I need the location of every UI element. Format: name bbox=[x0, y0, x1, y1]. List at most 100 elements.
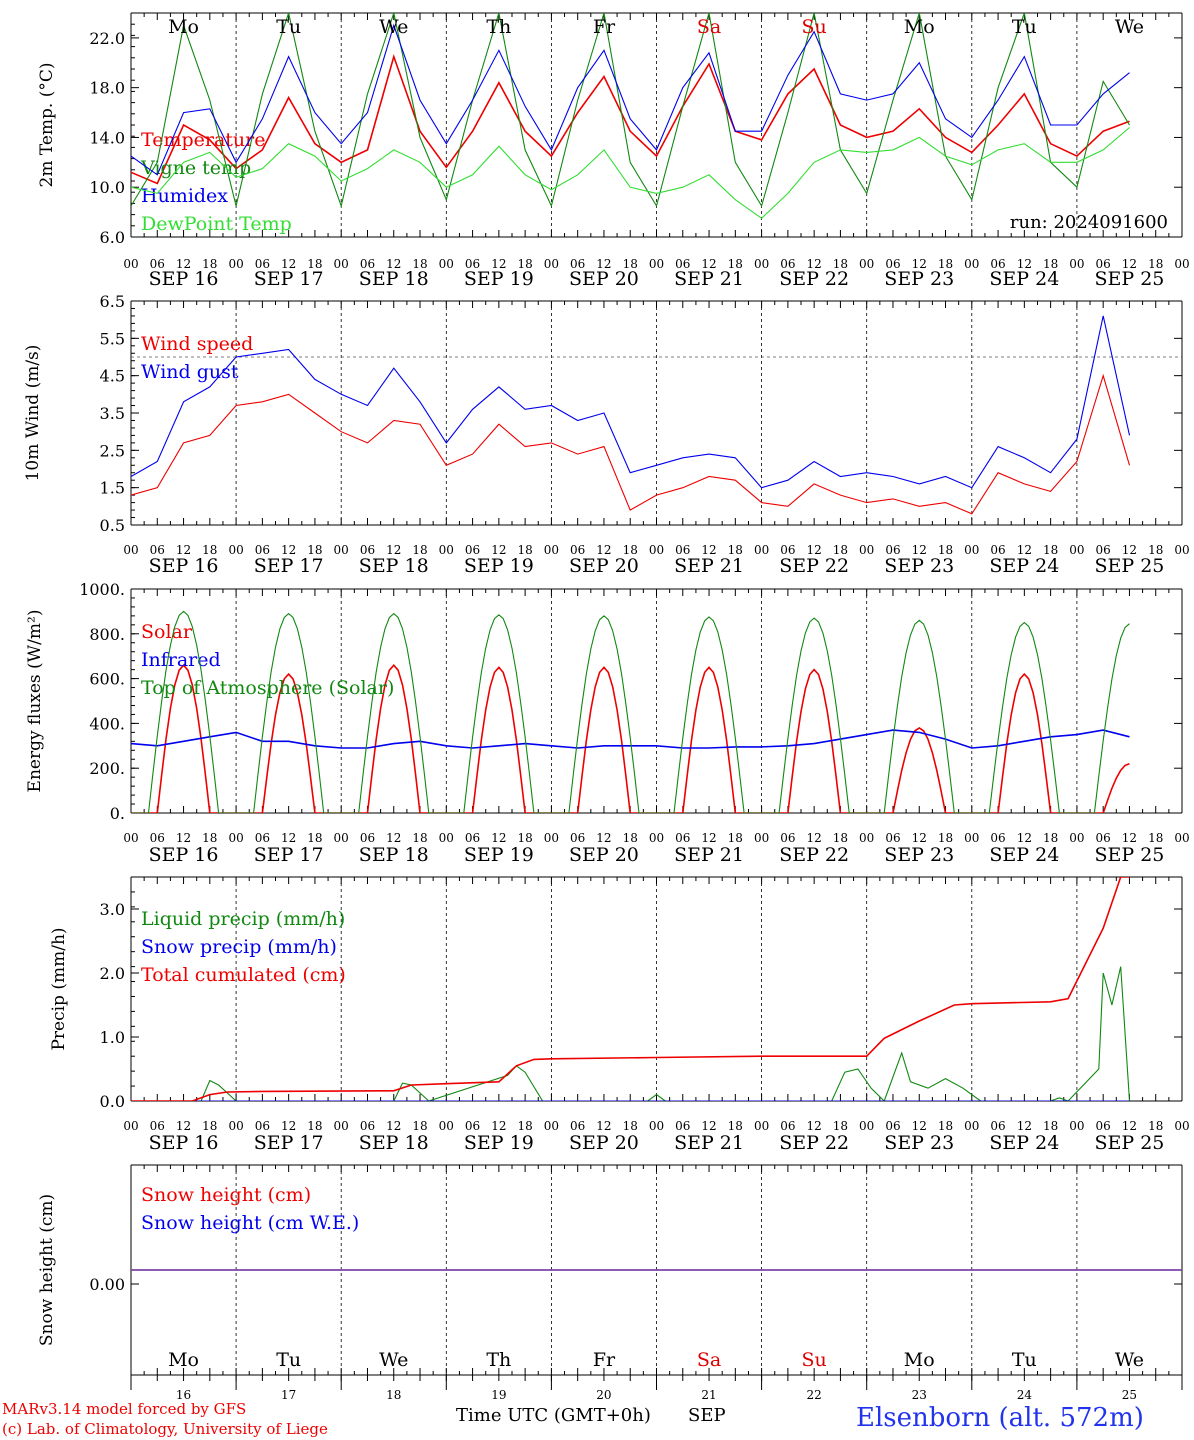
hour-tick-label: 18 bbox=[202, 1119, 217, 1133]
hour-tick-label: 06 bbox=[570, 543, 585, 557]
hour-tick-label: 06 bbox=[780, 831, 795, 845]
day-name-bottom: Sa bbox=[697, 1349, 721, 1371]
hour-tick-label: 12 bbox=[1122, 831, 1137, 845]
date-label: SEP 22 bbox=[779, 268, 849, 290]
x-axis-label: Time UTC (GMT+0h) bbox=[456, 1405, 651, 1426]
hour-tick-label: 06 bbox=[1096, 831, 1111, 845]
hour-tick-label: 00 bbox=[228, 257, 243, 271]
day-name-bottom: Mo bbox=[904, 1349, 935, 1371]
hour-tick-label: 06 bbox=[150, 543, 165, 557]
hour-tick-label: 18 bbox=[938, 543, 953, 557]
hour-tick-label: 00 bbox=[544, 1119, 559, 1133]
hour-tick-label: 18 bbox=[202, 831, 217, 845]
y-tick-label: 1.5 bbox=[100, 479, 125, 498]
date-label: SEP 24 bbox=[989, 555, 1059, 577]
date-label: SEP 18 bbox=[359, 268, 429, 290]
day-number: 16 bbox=[176, 1388, 191, 1402]
hour-tick-label: 06 bbox=[675, 831, 690, 845]
hour-tick-label: 12 bbox=[176, 543, 191, 557]
day-number: 18 bbox=[386, 1388, 401, 1402]
day-number: 23 bbox=[912, 1388, 927, 1402]
day-name-bottom: Su bbox=[802, 1349, 827, 1371]
hour-tick-label: 00 bbox=[228, 831, 243, 845]
hour-tick-label: 18 bbox=[938, 1119, 953, 1133]
hour-tick-label: 12 bbox=[807, 831, 822, 845]
date-label: SEP 17 bbox=[254, 1132, 324, 1154]
hour-tick-label: 12 bbox=[281, 257, 296, 271]
hour-tick-label: 18 bbox=[833, 257, 848, 271]
hour-tick-label: 00 bbox=[1069, 831, 1084, 845]
y-tick-label: 4.5 bbox=[100, 367, 125, 386]
hour-tick-label: 18 bbox=[202, 257, 217, 271]
day-name-bottom: We bbox=[379, 1349, 408, 1371]
y-axis-label: Snow height (cm) bbox=[37, 1194, 57, 1346]
hour-tick-label: 18 bbox=[307, 1119, 322, 1133]
hour-tick-label: 06 bbox=[570, 1119, 585, 1133]
day-name-top: We bbox=[1115, 16, 1144, 38]
hour-tick-label: 12 bbox=[491, 831, 506, 845]
hour-tick-label: 06 bbox=[885, 831, 900, 845]
hour-tick-label: 06 bbox=[1096, 1119, 1111, 1133]
hour-tick-label: 00 bbox=[334, 1119, 349, 1133]
hour-tick-label: 00 bbox=[649, 257, 664, 271]
hour-tick-label: 12 bbox=[912, 543, 927, 557]
date-label: SEP 22 bbox=[779, 844, 849, 866]
hour-tick-label: 06 bbox=[885, 257, 900, 271]
footer-model: MARv3.14 model forced by GFS bbox=[2, 1400, 247, 1418]
series-line bbox=[131, 729, 1130, 749]
hour-tick-label: 18 bbox=[307, 831, 322, 845]
hour-tick-label: 18 bbox=[1148, 1119, 1163, 1133]
hour-tick-label: 12 bbox=[596, 543, 611, 557]
y-tick-label: 1.0 bbox=[100, 1028, 125, 1047]
hour-tick-label: 18 bbox=[623, 257, 638, 271]
day-name-top: Th bbox=[486, 16, 511, 38]
hour-tick-label: 12 bbox=[807, 1119, 822, 1133]
y-tick-label: 2.5 bbox=[100, 441, 125, 460]
hour-tick-label: 00 bbox=[1174, 831, 1189, 845]
day-name-top: Fr bbox=[593, 16, 616, 38]
hour-tick-label: 12 bbox=[1017, 1119, 1032, 1133]
hour-tick-label: 00 bbox=[754, 543, 769, 557]
hour-tick-label: 18 bbox=[833, 1119, 848, 1133]
date-label: SEP 17 bbox=[254, 555, 324, 577]
date-label: SEP 25 bbox=[1095, 1132, 1165, 1154]
hour-tick-label: 18 bbox=[623, 831, 638, 845]
date-label: SEP 22 bbox=[779, 555, 849, 577]
y-tick-label: 400. bbox=[89, 714, 125, 733]
hour-tick-label: 06 bbox=[570, 831, 585, 845]
footer-lab: (c) Lab. of Climatology, University of L… bbox=[2, 1420, 328, 1438]
hour-tick-label: 06 bbox=[990, 831, 1005, 845]
legend-entry: Snow height (cm W.E.) bbox=[141, 1212, 359, 1234]
hour-tick-label: 06 bbox=[465, 543, 480, 557]
legend-entry: Vigne temp bbox=[140, 157, 251, 179]
panel-snow: 0.00 Snow height (cm) Snow height (cm) Snow… bbox=[37, 1164, 1183, 1376]
y-axis-label: Precip (mm/h) bbox=[49, 927, 69, 1050]
day-number: 21 bbox=[701, 1388, 716, 1402]
hour-tick-label: 00 bbox=[1069, 257, 1084, 271]
day-number: 19 bbox=[491, 1388, 506, 1402]
panel-wind: 0.5 1.5 2.5 3.5 4.5 5.5 6.5 10m Wind (m/s) 00 06 1… bbox=[23, 292, 1190, 577]
hour-tick-label: 18 bbox=[307, 543, 322, 557]
date-label: SEP 18 bbox=[359, 844, 429, 866]
hour-tick-label: 12 bbox=[912, 257, 927, 271]
hour-tick-label: 18 bbox=[202, 543, 217, 557]
hour-tick-label: 00 bbox=[123, 831, 138, 845]
legend-entry: Snow precip (mm/h) bbox=[141, 936, 337, 958]
series-line bbox=[131, 127, 1130, 220]
hour-tick-label: 06 bbox=[675, 543, 690, 557]
hour-tick-label: 00 bbox=[228, 543, 243, 557]
hour-tick-label: 06 bbox=[885, 543, 900, 557]
date-label: SEP 19 bbox=[464, 268, 534, 290]
hour-tick-label: 18 bbox=[517, 831, 532, 845]
day-name-top: Su bbox=[802, 16, 827, 38]
hour-tick-label: 06 bbox=[990, 257, 1005, 271]
hour-tick-label: 06 bbox=[465, 831, 480, 845]
hour-tick-label: 00 bbox=[334, 543, 349, 557]
y-tick-label: 14.0 bbox=[89, 128, 125, 147]
date-label: SEP 16 bbox=[149, 555, 219, 577]
day-name-bottom: Fr bbox=[593, 1349, 616, 1371]
day-name-bottom: Tu bbox=[276, 1349, 301, 1371]
day-number: 25 bbox=[1122, 1388, 1137, 1402]
